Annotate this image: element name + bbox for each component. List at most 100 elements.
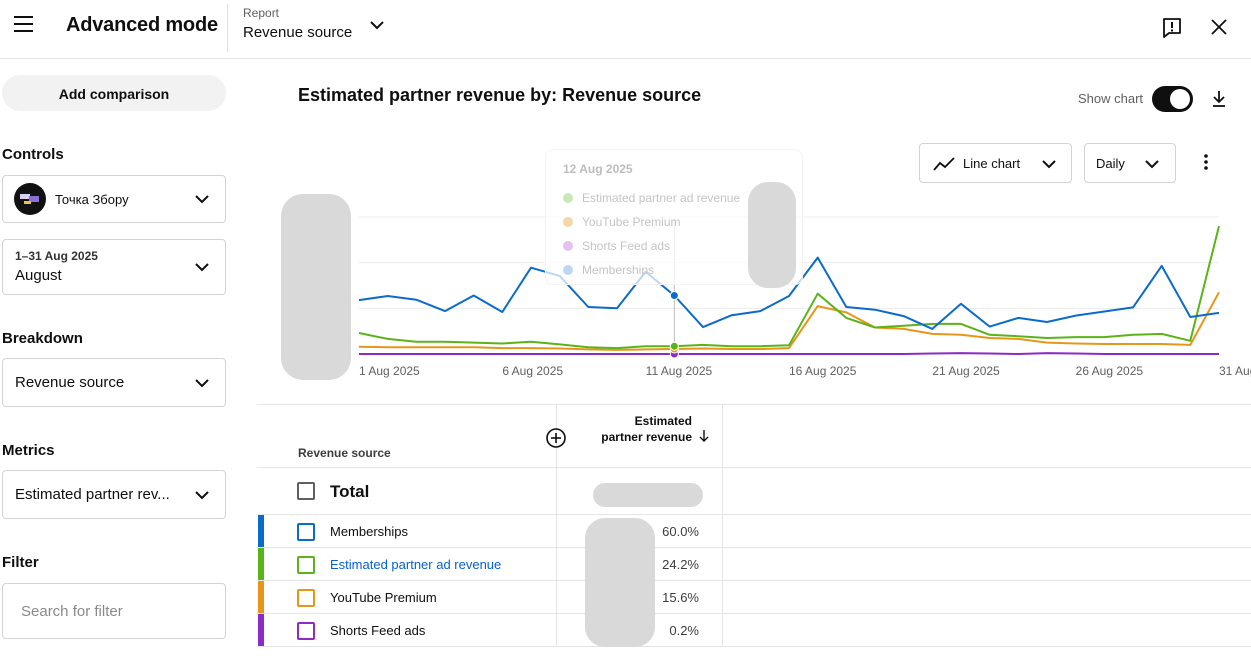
controls-title: Controls xyxy=(2,146,64,163)
column-divider xyxy=(722,405,723,647)
legend-dot xyxy=(563,265,573,275)
series-color-bar xyxy=(258,548,264,581)
tooltip-item: Shorts Feed ads xyxy=(563,239,670,253)
redacted-row-values xyxy=(585,518,655,647)
redacted-tooltip-values xyxy=(748,182,796,288)
column-divider xyxy=(556,405,557,647)
row-divider xyxy=(257,646,1251,647)
report-value: Revenue source xyxy=(243,24,353,41)
x-tick-label: 11 Aug 2025 xyxy=(646,364,713,378)
chart-type-dropdown[interactable]: Line chart xyxy=(919,143,1072,183)
legend-dot xyxy=(563,193,573,203)
tooltip-item-label: YouTube Premium xyxy=(582,215,681,229)
series-line-youtube-premium xyxy=(358,291,1220,351)
metric-header-label: Estimated partner revenue xyxy=(601,414,692,444)
app-title: Advanced mode xyxy=(66,14,218,36)
show-chart-toggle[interactable] xyxy=(1152,86,1193,112)
metrics-selector[interactable]: Estimated partner rev... xyxy=(2,470,226,519)
total-checkbox[interactable] xyxy=(297,482,315,500)
x-tick-label: 26 Aug 2025 xyxy=(1076,364,1144,378)
line-chart-icon xyxy=(933,157,955,171)
series-color-bar xyxy=(258,614,264,647)
row-divider xyxy=(257,547,1251,548)
redacted-total-value xyxy=(593,483,703,507)
metrics-title: Metrics xyxy=(2,442,55,459)
interval-dropdown[interactable]: Daily xyxy=(1084,143,1176,183)
row-label: Shorts Feed ads xyxy=(330,623,426,638)
chevron-down-icon xyxy=(1042,160,1056,169)
x-tick-label: 31 Aug 20... xyxy=(1219,364,1251,378)
filter-search-input[interactable] xyxy=(2,583,226,639)
chevron-down-icon xyxy=(195,195,209,204)
line-chart[interactable]: 1 Aug 2025 6 Aug 2025 11 Aug 2025 16 Aug 20… xyxy=(259,140,1251,390)
hamburger-menu-icon[interactable] xyxy=(14,16,36,36)
breakdown-selector[interactable]: Revenue source xyxy=(2,358,226,407)
tooltip-item: YouTube Premium xyxy=(563,215,681,229)
filter-title: Filter xyxy=(2,554,39,571)
series-line-shorts-feed-ads xyxy=(359,352,1219,355)
table-row: Memberships 60.0% xyxy=(257,515,1251,548)
add-comparison-button[interactable]: Add comparison xyxy=(2,75,226,111)
add-circle-icon[interactable] xyxy=(545,427,567,449)
table-row: Shorts Feed ads 0.2% xyxy=(257,614,1251,647)
header-divider xyxy=(227,4,228,52)
metrics-value: Estimated partner rev... xyxy=(15,486,170,503)
interval-label: Daily xyxy=(1096,156,1125,171)
date-range: 1–31 Aug 2025 xyxy=(15,249,98,263)
total-label: Total xyxy=(330,482,370,501)
series-line-estimated-partner-ad-revenue xyxy=(358,225,1220,350)
feedback-icon[interactable] xyxy=(1162,17,1182,39)
chevron-down-icon xyxy=(195,490,209,499)
row-percent: 0.2% xyxy=(669,623,699,638)
row-divider xyxy=(257,580,1251,581)
row-checkbox[interactable] xyxy=(297,556,315,574)
table-top-border xyxy=(257,404,1251,405)
download-icon[interactable] xyxy=(1211,90,1227,108)
redacted-y-axis xyxy=(281,194,351,380)
show-chart-label: Show chart xyxy=(1078,91,1144,106)
highlight-point xyxy=(669,341,679,351)
date-label: August xyxy=(15,267,62,284)
row-checkbox[interactable] xyxy=(297,622,315,640)
tooltip-item: Memberships xyxy=(563,263,654,277)
series-color-bar xyxy=(258,581,264,614)
arrow-down-icon[interactable] xyxy=(698,429,710,443)
metric-column-header[interactable]: Estimated partner revenue xyxy=(600,413,709,445)
x-tick-label: 1 Aug 2025 xyxy=(359,364,420,378)
row-percent: 15.6% xyxy=(662,590,699,605)
x-tick-label: 6 Aug 2025 xyxy=(502,364,563,378)
legend-dot xyxy=(563,217,573,227)
tooltip-item-label: Estimated partner ad revenue xyxy=(582,191,741,205)
toggle-knob xyxy=(1170,89,1190,109)
tooltip-item-label: Shorts Feed ads xyxy=(582,239,671,253)
tooltip-item: Estimated partner ad revenue xyxy=(563,191,740,205)
x-tick-label: 21 Aug 2025 xyxy=(932,364,1000,378)
chevron-down-icon[interactable] xyxy=(369,19,385,31)
revenue-source-column-header[interactable]: Revenue source xyxy=(298,446,391,460)
tooltip-date: 12 Aug 2025 xyxy=(563,162,633,176)
row-label-link[interactable]: Estimated partner ad revenue xyxy=(330,557,502,572)
report-label: Report xyxy=(243,6,280,20)
row-checkbox[interactable] xyxy=(297,589,315,607)
top-app-bar: Advanced mode Report Revenue source xyxy=(0,0,1251,59)
row-percent: 24.2% xyxy=(662,557,699,572)
table-row: Estimated partner ad revenue 24.2% xyxy=(257,548,1251,581)
series-line-memberships xyxy=(358,256,1220,330)
more-options-icon[interactable] xyxy=(1199,152,1213,172)
date-range-selector[interactable]: 1–31 Aug 2025 August xyxy=(2,239,226,295)
chart-tooltip: 12 Aug 2025 Estimated partner ad revenue… xyxy=(545,149,803,288)
breakdown-value: Revenue source xyxy=(15,374,125,391)
series-color-bar xyxy=(258,515,264,548)
close-icon[interactable] xyxy=(1210,18,1228,36)
report-title: Estimated partner revenue by: Revenue so… xyxy=(298,85,702,105)
x-tick-label: 16 Aug 2025 xyxy=(789,364,857,378)
chevron-down-icon xyxy=(195,378,209,387)
channel-name: Точка Збору xyxy=(55,192,129,207)
row-divider xyxy=(257,613,1251,614)
row-divider xyxy=(257,467,1251,468)
row-checkbox[interactable] xyxy=(297,523,315,541)
chevron-down-icon xyxy=(195,263,209,272)
chevron-down-icon xyxy=(1145,160,1159,169)
channel-selector[interactable]: Точка Збору xyxy=(2,175,226,223)
report-selector[interactable]: Report Revenue source xyxy=(243,6,352,41)
